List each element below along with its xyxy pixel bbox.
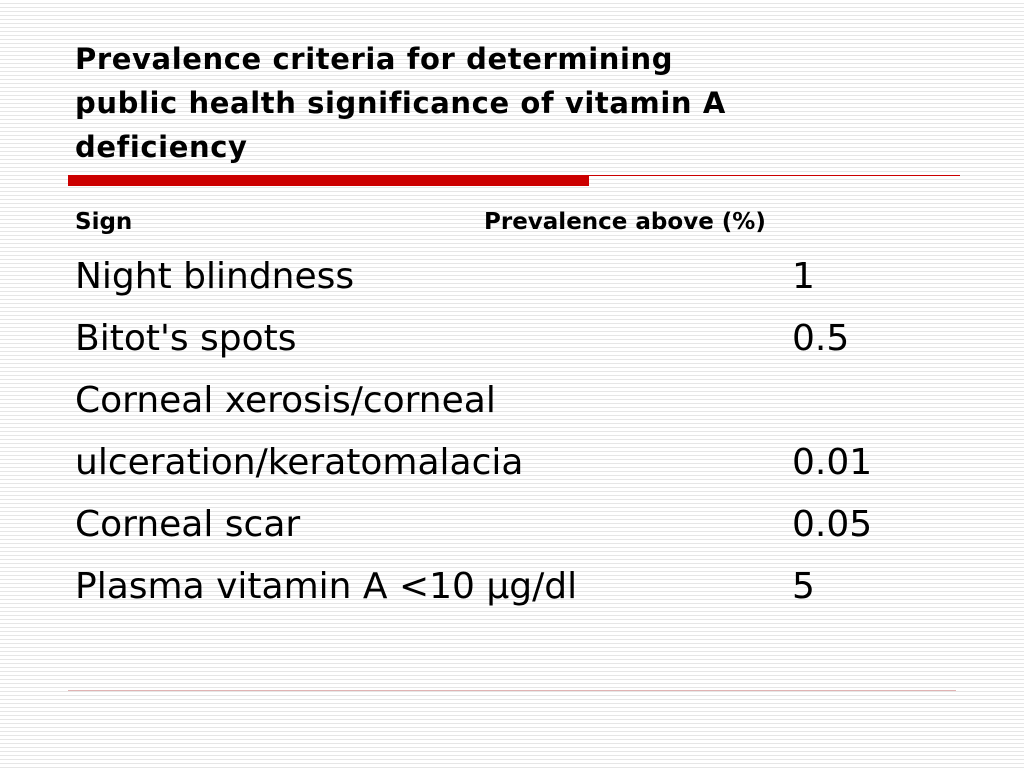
header-prevalence: Prevalence above (%) [484,209,766,235]
table-row: ulceration/keratomalacia 0.01 [0,432,1024,494]
table-header: Sign Prevalence above (%) [0,204,1024,240]
table-row: Bitot's spots 0.5 [0,308,1024,370]
title-underline-thick [68,175,589,186]
footer-divider [68,690,956,691]
slide-title: Prevalence criteria for determining publ… [75,42,726,164]
row-value: 5 [792,566,815,607]
table-row: Corneal scar 0.05 [0,494,1024,556]
table-row: Night blindness 1 [0,246,1024,308]
row-value: 0.01 [792,442,873,483]
row-sign: ulceration/keratomalacia [75,442,524,483]
table-row: Corneal xerosis/corneal [0,370,1024,432]
row-sign: Night blindness [75,256,355,297]
table-row: Plasma vitamin A <10 µg/dl 5 [0,556,1024,618]
row-value: 1 [792,256,815,297]
row-sign: Corneal xerosis/corneal [75,380,496,421]
header-sign: Sign [75,209,133,235]
row-value: 0.05 [792,504,873,545]
row-sign: Corneal scar [75,504,301,545]
title-underline-thin [589,175,960,176]
row-sign: Bitot's spots [75,318,297,359]
row-sign: Plasma vitamin A <10 µg/dl [75,566,578,607]
table-body: Night blindness 1 Bitot's spots 0.5 Corn… [0,246,1024,618]
row-value: 0.5 [792,318,850,359]
